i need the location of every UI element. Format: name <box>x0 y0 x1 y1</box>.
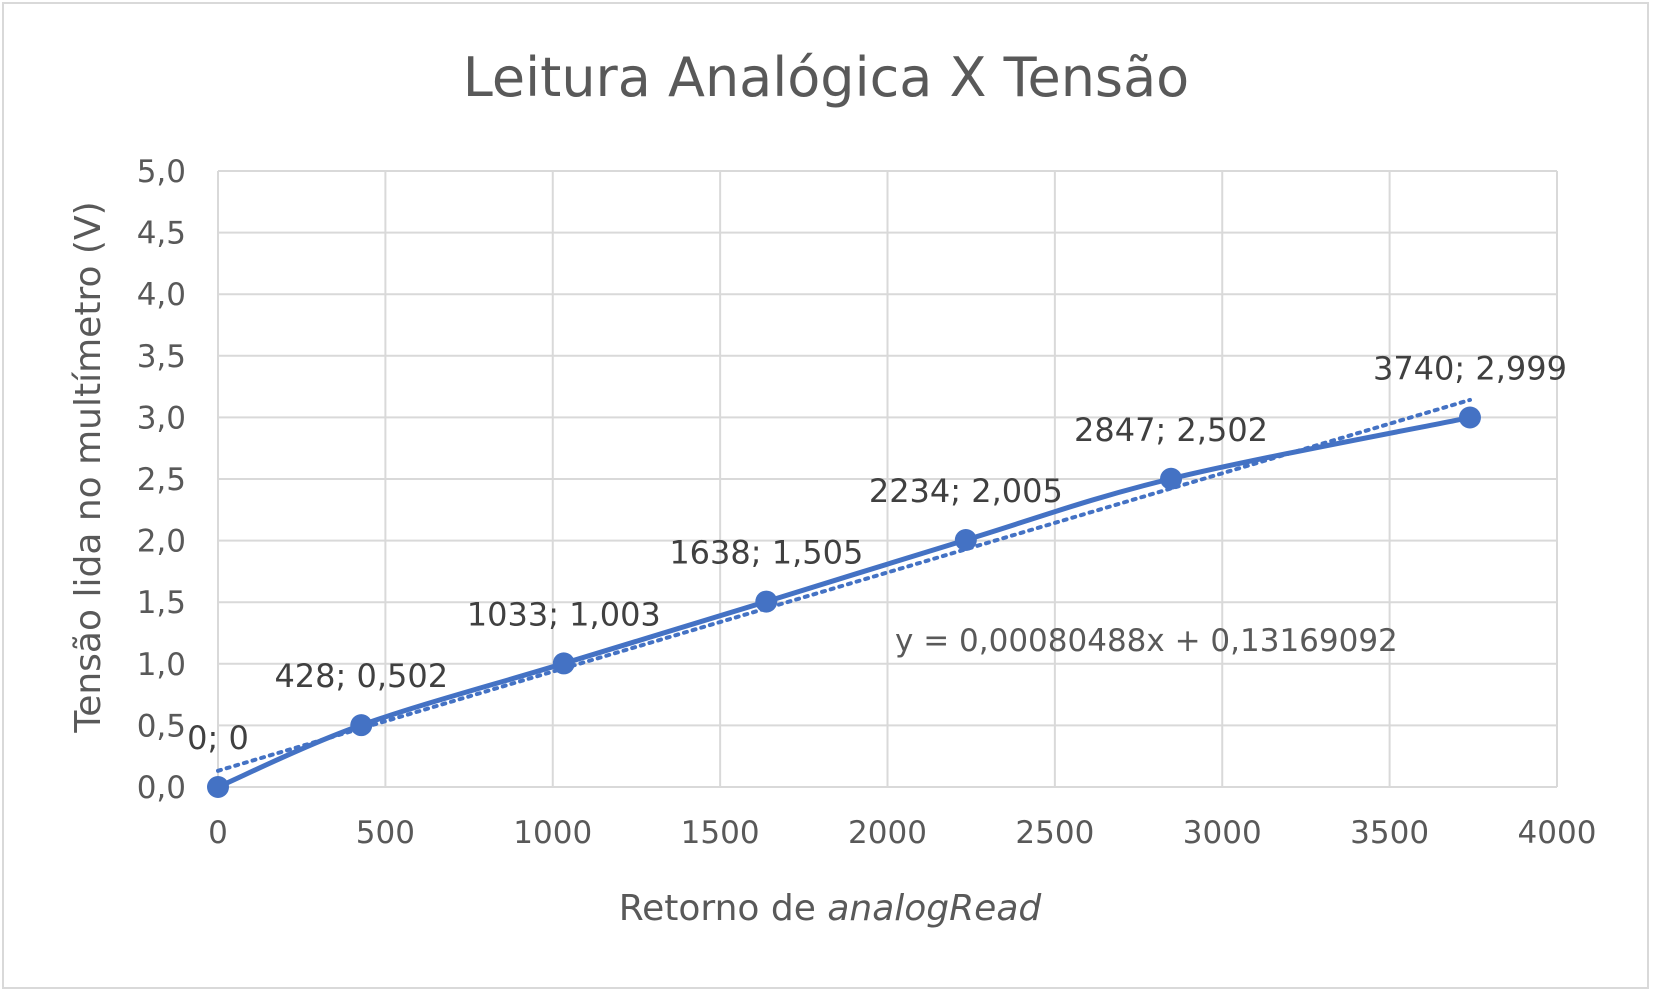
x-tick-labels: 0 500 1000 1500 2000 2500 3000 3500 4000 <box>208 815 1596 851</box>
chart-title: Leitura Analógica X Tensão <box>463 46 1189 109</box>
x-tick-label: 3500 <box>1350 815 1429 851</box>
y-tick-label: 0,0 <box>137 770 186 806</box>
y-tick-label: 4,5 <box>137 216 186 252</box>
data-point <box>552 652 575 675</box>
data-label: 1638; 1,505 <box>669 534 863 572</box>
series-layer <box>207 406 1481 798</box>
y-axis-title: Tensão lida no multímetro (V) <box>68 201 109 733</box>
y-tick-label: 2,0 <box>137 524 186 560</box>
data-point <box>954 528 977 551</box>
gridlines <box>217 170 1558 788</box>
y-tick-label: 4,0 <box>137 277 186 313</box>
y-tick-label: 1,5 <box>137 585 186 621</box>
data-point <box>1458 406 1481 429</box>
x-tick-label: 0 <box>208 815 228 851</box>
x-tick-label: 3000 <box>1183 815 1262 851</box>
x-axis-title: Retorno de analogRead <box>619 888 1043 929</box>
data-label: 2234; 2,005 <box>869 472 1063 510</box>
x-tick-label: 4000 <box>1518 815 1597 851</box>
trendline-equation: y = 0,00080488x + 0,13169092 <box>895 623 1398 659</box>
y-tick-label: 2,5 <box>137 462 186 498</box>
x-axis-title-italic: analogRead <box>827 888 1042 929</box>
x-axis-title-prefix: Retorno de <box>619 888 828 929</box>
x-tick-label: 1500 <box>681 815 760 851</box>
data-label: 0; 0 <box>187 719 249 757</box>
trendline <box>216 397 1472 773</box>
y-tick-label: 1,0 <box>137 647 186 683</box>
data-label: 428; 0,502 <box>274 657 448 695</box>
trendline-layer <box>216 397 1472 773</box>
x-tick-label: 500 <box>356 815 415 851</box>
data-point <box>350 714 373 737</box>
x-tick-label: 2500 <box>1015 815 1094 851</box>
data-point <box>1160 467 1183 490</box>
series-line <box>217 415 1471 790</box>
y-tick-label: 3,5 <box>137 339 186 375</box>
x-tick-label: 1000 <box>513 815 592 851</box>
data-point <box>755 590 778 613</box>
data-label: 3740; 2,999 <box>1373 350 1567 388</box>
y-tick-label: 5,0 <box>137 154 186 190</box>
y-tick-label: 3,0 <box>137 400 186 436</box>
y-tick-labels: 0,0 0,5 1,0 1,5 2,0 2,5 3,0 3,5 4,0 4,5 5,0 <box>137 154 186 806</box>
y-tick-label: 0,5 <box>137 708 186 744</box>
data-label: 1033; 1,003 <box>467 595 661 633</box>
data-label: 2847; 2,502 <box>1074 411 1268 449</box>
data-point <box>207 776 229 798</box>
x-tick-label: 2000 <box>848 815 927 851</box>
